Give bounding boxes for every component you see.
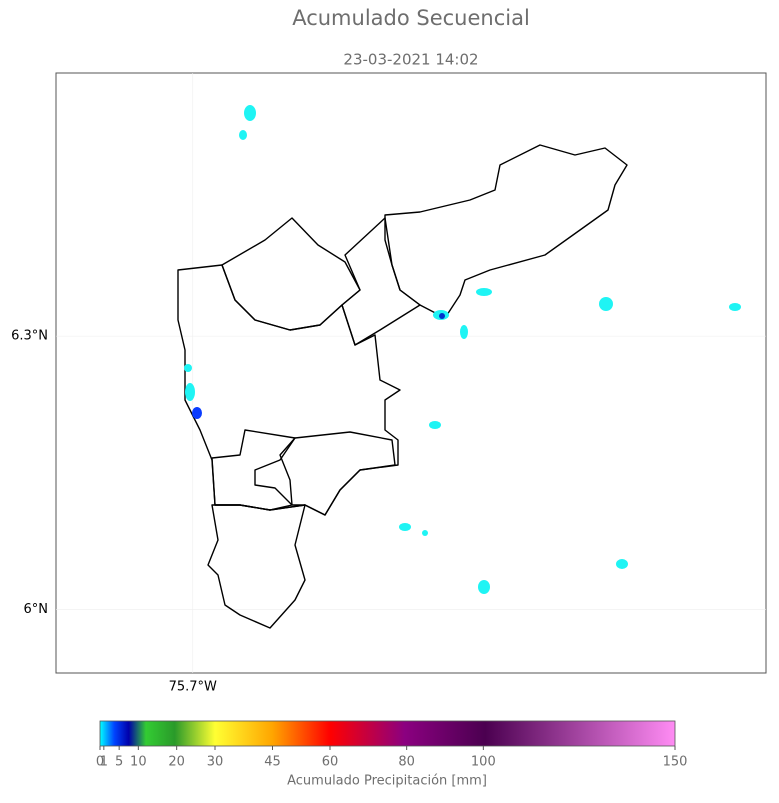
colorbar-tick-label: 0 [96, 755, 104, 770]
colorbar-tick-label: 5 [115, 755, 123, 770]
region [207, 504, 306, 629]
boundaries [177, 144, 628, 629]
lat-label: 6°N [24, 602, 49, 617]
rain-cell [478, 580, 490, 594]
rain-cell [239, 130, 247, 140]
colorbar-tick-label: 45 [264, 755, 281, 770]
colorbar [99, 720, 676, 747]
rain-cell [422, 530, 428, 536]
colorbar-tick-label: 20 [168, 755, 185, 770]
rain-cell [185, 383, 195, 401]
rain-cell [439, 313, 445, 319]
rain-cell [460, 325, 468, 339]
colorbar-tick-label: 30 [207, 755, 224, 770]
lon-label: 75.7°W [169, 680, 217, 695]
colorbar-tick-label: 10 [130, 755, 147, 770]
colorbar-tick-label: 1 [100, 755, 108, 770]
rain-cell [192, 407, 202, 419]
rain-cell [399, 523, 411, 531]
rain-cell [599, 297, 613, 311]
precipitation [184, 105, 741, 594]
colorbar-label: Acumulado Precipitación [mm] [287, 774, 487, 789]
region [279, 431, 396, 516]
rain-cell [429, 421, 441, 429]
colorbar-ticks: 01 5 10 20 30 45 60 80 100 150 [96, 746, 688, 770]
rain-cell [729, 303, 741, 311]
rain-cell [244, 105, 256, 121]
colorbar-tick-label: 80 [398, 755, 415, 770]
rain-cell [476, 288, 492, 296]
graticule [56, 73, 766, 673]
rain-cell [616, 559, 628, 569]
colorbar-tick-label: 60 [322, 755, 339, 770]
colorbar-tick-label: 100 [471, 755, 496, 770]
map-frame [55, 72, 767, 674]
rain-cell [184, 364, 192, 372]
region [177, 264, 401, 516]
title: Acumulado Secuencial [292, 6, 530, 30]
colorbar-tick-label: 150 [663, 755, 688, 770]
lat-label: 6.3°N [11, 329, 48, 344]
subtitle: 23-03-2021 14:02 [343, 51, 478, 69]
